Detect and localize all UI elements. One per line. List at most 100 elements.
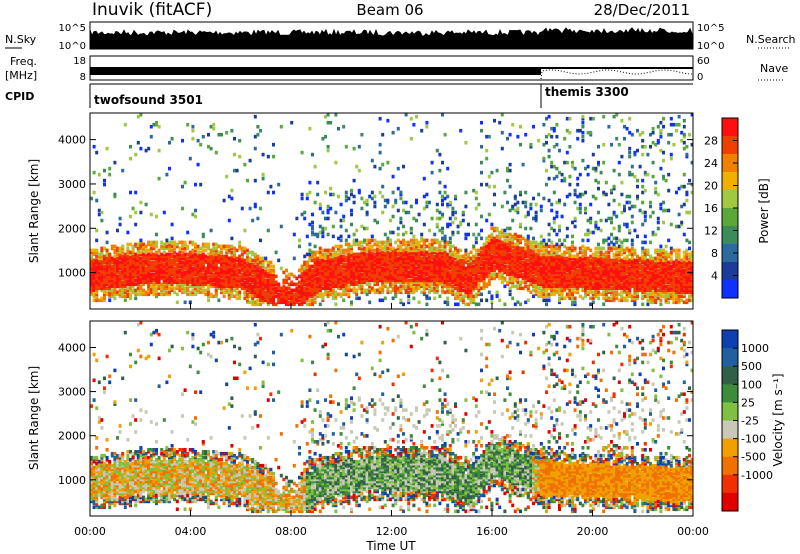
power-cell: [589, 280, 593, 285]
power-cell: [108, 264, 112, 269]
power-cell: [144, 268, 148, 273]
power-cell: [558, 256, 561, 261]
power-cell: [550, 288, 554, 293]
power-cell: [526, 254, 530, 259]
power-cell: [415, 260, 418, 265]
power-cell: [368, 282, 372, 287]
power-cell: [308, 282, 312, 287]
power-cell: [581, 274, 585, 279]
power-cell: [448, 272, 452, 277]
power-cell: [300, 282, 304, 287]
power-cell: [134, 252, 138, 257]
power-cell: [207, 290, 210, 295]
power-cell: [558, 298, 561, 303]
power-cell: [441, 248, 444, 253]
power-cell: [183, 290, 187, 295]
power-cell: [129, 214, 132, 219]
power-cell: [555, 254, 559, 259]
power-cell: [261, 268, 265, 273]
power-cell: [282, 296, 286, 301]
power-cell: [292, 282, 296, 287]
power-cell: [573, 266, 577, 271]
power-cell: [188, 252, 192, 257]
power-cell: [370, 260, 374, 265]
power-cell: [370, 274, 374, 279]
power-cell: [537, 278, 541, 283]
power-cell: [368, 266, 372, 271]
power-cell: [438, 272, 442, 277]
power-cell: [214, 260, 218, 265]
power-cell: [503, 254, 507, 259]
power-cell: [539, 234, 543, 239]
power-cell: [524, 262, 528, 267]
power-cell: [370, 250, 374, 255]
power-cell: [599, 274, 603, 279]
power-cell: [578, 256, 582, 261]
power-cell: [581, 248, 585, 253]
power-cell: [227, 270, 231, 275]
power-cell: [108, 258, 112, 263]
power-cell: [547, 250, 551, 255]
power-cell: [586, 262, 590, 267]
power-cell: [602, 246, 606, 251]
power-cell: [578, 262, 582, 267]
power-cell: [435, 240, 439, 245]
power-cell: [581, 114, 585, 119]
power-cell: [233, 288, 236, 293]
power-cell: [402, 276, 405, 281]
power-cell: [103, 296, 106, 301]
power-cell: [508, 240, 512, 245]
power-cell: [435, 276, 439, 281]
power-cell: [108, 276, 112, 281]
power-cell: [485, 270, 489, 275]
power-cell: [277, 294, 281, 299]
power-cell: [100, 268, 104, 273]
power-cell: [407, 294, 411, 299]
power-cell: [355, 282, 359, 287]
power-cell: [378, 240, 382, 245]
power-cell: [342, 254, 346, 259]
power-cell: [183, 180, 187, 185]
power-cell: [529, 260, 533, 265]
power-cell: [274, 294, 278, 299]
power-cell: [220, 286, 223, 291]
power-cell: [240, 266, 244, 271]
power-cell: [181, 272, 184, 277]
power-cell: [589, 266, 593, 271]
power-cell: [584, 288, 587, 293]
power-cell: [508, 272, 512, 277]
power-cell: [227, 290, 231, 295]
power-cell: [95, 198, 99, 203]
power-cell: [214, 284, 218, 289]
power-cell: [199, 272, 203, 277]
power-cell: [394, 288, 398, 293]
power-cell: [168, 246, 171, 251]
power-cell: [513, 272, 517, 277]
power-cell: [568, 250, 572, 255]
power-cell: [409, 252, 413, 257]
power-cell: [194, 258, 197, 263]
power-cell: [139, 146, 143, 151]
power-cell: [251, 252, 255, 257]
power-cell: [573, 192, 577, 197]
power-cell: [503, 244, 507, 249]
power-cell: [214, 256, 218, 261]
power-cell: [201, 278, 205, 283]
power-cell: [552, 176, 556, 181]
power-cell: [578, 192, 582, 197]
power-cell: [581, 158, 585, 163]
power-cell: [321, 274, 325, 279]
power-cell: [95, 266, 99, 271]
power-cell: [485, 246, 489, 251]
power-cell: [594, 270, 598, 275]
power-cell: [201, 284, 205, 289]
power-cell: [142, 252, 145, 257]
power-cell: [108, 172, 112, 177]
power-cell: [308, 222, 312, 227]
power-cell: [178, 254, 182, 259]
power-cell: [188, 276, 192, 281]
power-cell: [542, 254, 546, 259]
power-cell: [279, 286, 283, 291]
power-cell: [568, 266, 572, 271]
power-cell: [357, 240, 361, 245]
